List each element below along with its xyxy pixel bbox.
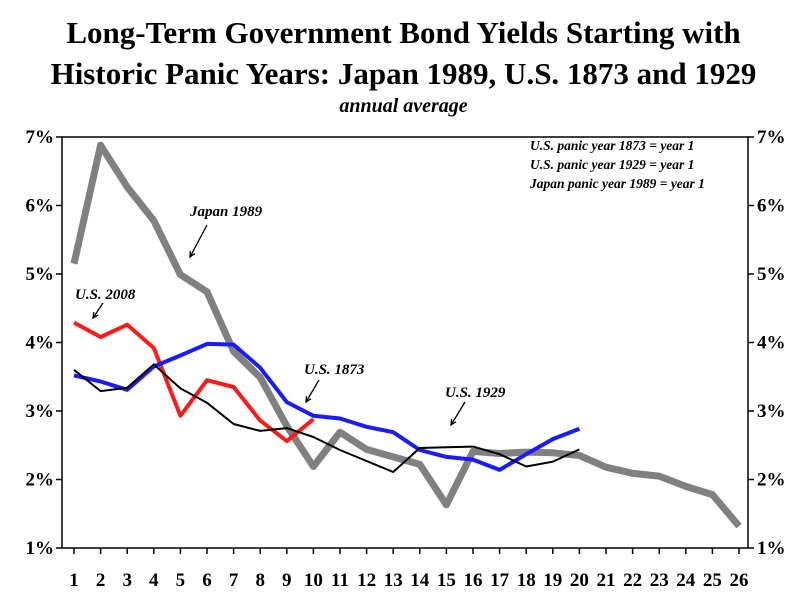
- annotation-u-s-2008: U.S. 2008: [75, 287, 136, 303]
- x-tick-label: 17: [490, 570, 510, 591]
- x-tick-label: 25: [703, 570, 722, 591]
- y-tick-label-left: 2%: [26, 470, 55, 491]
- annotation-u-s-1873: U.S. 1873: [304, 362, 365, 378]
- annotation-arrowhead-japan-1989: [189, 250, 196, 259]
- y-tick-label-left: 1%: [26, 538, 55, 559]
- x-tick-label: 11: [331, 570, 349, 591]
- x-tick-label: 6: [202, 570, 212, 591]
- series-line-japan-1989: [70, 141, 742, 529]
- x-tick-label: 5: [176, 570, 186, 591]
- x-tick-label: 19: [543, 570, 562, 591]
- x-tick-label: 23: [650, 570, 669, 591]
- annotation-japan-1989: Japan 1989: [189, 204, 263, 220]
- y-tick-label-left: 5%: [26, 264, 55, 285]
- panic-year-note: U.S. panic year 1873 = year 1: [530, 138, 694, 153]
- annotation-arrow-u-s-1873: [305, 379, 320, 403]
- series-line-u-s-1929: [73, 363, 580, 473]
- series-line-u-s-1873: [73, 341, 581, 472]
- annotation-arrow-u-s-1929: [450, 401, 466, 426]
- panic-year-note: Japan panic year 1989 = year 1: [529, 176, 705, 191]
- series-layer: [70, 141, 742, 529]
- annotations-layer: U.S. panic year 1873 = year 1 U.S. panic …: [75, 138, 705, 427]
- x-tick-label: 14: [410, 570, 430, 591]
- y-tick-label-left: 4%: [26, 333, 55, 354]
- x-tick-label: 15: [437, 570, 456, 591]
- y-tick-label-right: 5%: [757, 264, 786, 285]
- plot-frame: [61, 136, 749, 549]
- panic-year-note: U.S. panic year 1929 = year 1: [530, 157, 694, 172]
- x-tick-label: 24: [676, 570, 696, 591]
- annotation-arrowhead-u-s-1929: [450, 418, 457, 427]
- annotation-arrowhead-u-s-1873: [305, 395, 312, 404]
- y-tick-label-right: 2%: [757, 470, 786, 491]
- y-tick-label-left: 6%: [26, 196, 55, 217]
- chart-subtitle: annual average: [339, 95, 468, 117]
- x-tick-label: 4: [149, 570, 159, 591]
- x-tick-label: 10: [304, 570, 323, 591]
- annotation-arrow-japan-1989: [189, 224, 208, 258]
- x-tick-label: 16: [464, 570, 483, 591]
- x-tick-label: 21: [597, 570, 616, 591]
- y-tick-label-right: 1%: [757, 538, 786, 559]
- chart-title-line2: Historic Panic Years: Japan 1989, U.S. 1…: [50, 56, 757, 91]
- y-tick-label-right: 6%: [757, 196, 786, 217]
- x-tick-label: 1: [69, 570, 79, 591]
- x-tick-label: 12: [357, 570, 376, 591]
- x-tick-label: 18: [517, 570, 536, 591]
- annotation-u-s-1929: U.S. 1929: [445, 385, 506, 401]
- series-line-u-s-2008: [73, 320, 315, 444]
- x-tick-label: 22: [623, 570, 642, 591]
- annotation-arrow-u-s-2008: [92, 302, 104, 319]
- x-tick-label: 3: [122, 570, 132, 591]
- x-tick-label: 2: [96, 570, 106, 591]
- x-tick-label: 7: [229, 570, 239, 591]
- x-tick-label: 20: [570, 570, 589, 591]
- y-tick-label-right: 3%: [757, 401, 786, 422]
- x-tick-label: 8: [255, 570, 265, 591]
- x-tick-label: 13: [384, 570, 403, 591]
- y-tick-label-left: 7%: [26, 127, 55, 148]
- y-tick-label-right: 7%: [757, 127, 786, 148]
- x-tick-label: 26: [730, 570, 749, 591]
- y-tick-label-right: 4%: [757, 333, 786, 354]
- y-tick-label-left: 3%: [26, 401, 55, 422]
- x-tick-label: 9: [282, 570, 292, 591]
- chart-title-line1: Long-Term Government Bond Yields Startin…: [66, 15, 741, 50]
- axes-layer: 7% 7%6% 6%5% 5%4% 4%3% 3%2% 2%1% 1%1 2 3 4 5 6 7 8 9 10 1…: [26, 127, 786, 591]
- annotation-arrowhead-u-s-2008: [92, 311, 99, 320]
